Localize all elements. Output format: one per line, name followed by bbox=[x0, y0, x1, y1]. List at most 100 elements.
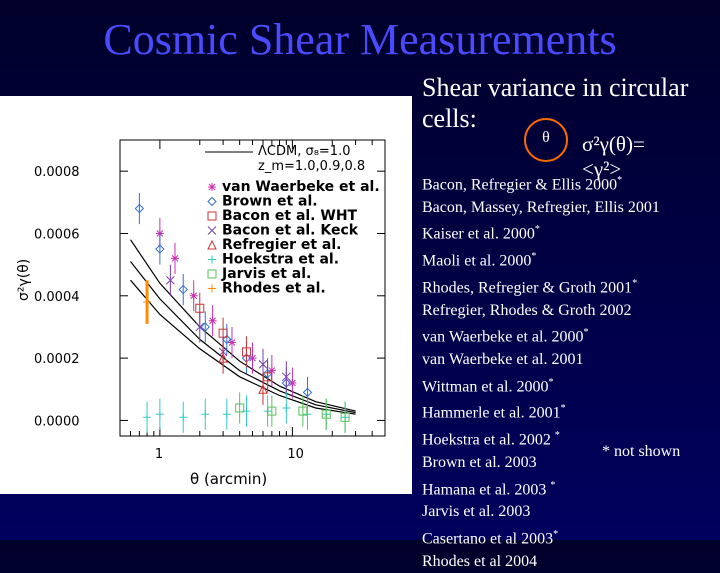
legend-entry: Bacon et al. Keck bbox=[222, 223, 359, 239]
reference-item: Maoli et al. 2000* bbox=[422, 246, 717, 273]
reference-star: * bbox=[548, 376, 554, 388]
reference-item: Rhodes et al 2004 bbox=[422, 551, 717, 573]
y-tick-label: 0.0000 bbox=[34, 414, 80, 429]
data-point bbox=[207, 226, 217, 235]
legend-entry: Brown et al. bbox=[222, 194, 318, 210]
data-point bbox=[263, 372, 273, 382]
data-point bbox=[155, 244, 165, 254]
data-point bbox=[134, 203, 145, 214]
data-point bbox=[200, 322, 210, 332]
data-point bbox=[248, 354, 257, 363]
legend-entry: Hoekstra et al. bbox=[222, 252, 339, 268]
reference-item: van Waerbeke et al. 2001 bbox=[422, 349, 717, 372]
reference-star: * bbox=[531, 251, 537, 263]
reference-item: Rhodes, Refregier & Groth 2001* bbox=[422, 273, 717, 300]
y-tick-label: 0.0002 bbox=[34, 352, 80, 367]
data-point bbox=[155, 410, 164, 419]
y-tick-label: 0.0006 bbox=[34, 227, 80, 242]
reference-text: Kaiser et al. 2000 bbox=[422, 225, 535, 243]
reference-star: * bbox=[632, 277, 638, 289]
data-point bbox=[222, 410, 231, 419]
reference-item: Kaiser et al. 2000* bbox=[422, 219, 717, 246]
data-point bbox=[195, 322, 205, 332]
legend-entry: van Waerbeke et al. bbox=[222, 179, 380, 195]
legend-entry: Jarvis et al. bbox=[221, 266, 311, 282]
reference-text: van Waerbeke et al. 2001 bbox=[422, 351, 584, 369]
reference-star: * bbox=[550, 479, 556, 491]
legend-entry: Rhodes et al. bbox=[222, 281, 326, 297]
data-point bbox=[208, 284, 216, 293]
data-point bbox=[303, 410, 312, 419]
reference-text: Wittman et al. 2000 bbox=[422, 377, 549, 395]
reference-item: van Waerbeke et al. 2000* bbox=[422, 322, 717, 349]
legend-entry: Refregier et al. bbox=[222, 237, 342, 253]
data-point bbox=[166, 275, 175, 285]
data-point bbox=[208, 316, 217, 325]
legend-entry: Bacon et al. WHT bbox=[222, 208, 358, 224]
reference-item: Wittman et al. 2000* bbox=[422, 372, 717, 399]
data-point bbox=[208, 183, 216, 191]
x-axis-label: θ (arcmin) bbox=[190, 470, 267, 488]
data-point bbox=[222, 334, 232, 345]
reference-text: Maoli et al. 2000 bbox=[422, 252, 532, 270]
chart-svg: 0.0000 0.0002 0.0004 0.0006 0.0008 1 10 θ (arcm… bbox=[16, 139, 386, 488]
y-tick-label: 0.0004 bbox=[34, 290, 80, 305]
reference-star: * bbox=[553, 528, 559, 540]
caption: Shear variance in circular cells: bbox=[422, 72, 712, 134]
reference-text: van Waerbeke et al. 2000 bbox=[422, 328, 584, 346]
slide-title: Cosmic Shear Measurements bbox=[103, 15, 617, 64]
reference-text: Bacon, Refregier & Ellis 2000 bbox=[422, 176, 618, 194]
data-point bbox=[201, 410, 210, 419]
reference-item: Hoekstra et al. 2002 * bbox=[422, 425, 717, 452]
data-point bbox=[207, 196, 217, 207]
x-tick-label: 10 bbox=[287, 447, 304, 462]
model-curve bbox=[130, 279, 356, 415]
data-point bbox=[207, 239, 217, 250]
data-point bbox=[267, 366, 276, 375]
data-point bbox=[235, 403, 245, 413]
reference-text: Rhodes, Refregier & Groth 2001 bbox=[422, 279, 633, 297]
theta-circle-icon: θ bbox=[524, 118, 568, 162]
reference-item: Jarvis et al. 2003 bbox=[422, 501, 717, 524]
data-point bbox=[207, 211, 217, 221]
data-point bbox=[189, 291, 198, 300]
data-point bbox=[208, 255, 216, 264]
reference-text: Casertano et al 2003 bbox=[422, 530, 554, 548]
data-point bbox=[227, 338, 236, 347]
data-point bbox=[218, 352, 228, 363]
data-point bbox=[288, 379, 297, 388]
reference-item: Hammerle et al. 2001* bbox=[422, 398, 717, 425]
data-point bbox=[340, 412, 350, 422]
reference-star: * bbox=[554, 430, 560, 442]
data-point bbox=[281, 372, 291, 382]
caption-line-2: cells: bbox=[422, 104, 477, 133]
reference-text: Refregier, Rhodes & Groth 2002 bbox=[422, 301, 632, 319]
reference-star: * bbox=[560, 403, 566, 415]
reference-text: Hammerle et al. 2001 bbox=[422, 404, 561, 422]
reference-item: Casertano et al 2003* bbox=[422, 524, 717, 551]
shear-variance-plot: 0.0000 0.0002 0.0004 0.0006 0.0008 1 10 θ (arcm… bbox=[0, 96, 412, 494]
model-curve bbox=[130, 261, 356, 414]
theta-symbol: θ bbox=[542, 129, 550, 146]
data-point bbox=[143, 298, 152, 307]
data-point bbox=[298, 406, 308, 416]
reference-star: * bbox=[583, 327, 589, 339]
reference-star: * bbox=[534, 224, 540, 236]
data-point bbox=[282, 403, 291, 412]
model-legend-line2: z_m=1.0,0.9,0.8 bbox=[258, 159, 365, 174]
variance-formula: σ²γ(θ)=<γ²> bbox=[582, 132, 645, 181]
reference-star: * bbox=[617, 175, 623, 186]
reference-item: Refregier, Rhodes & Groth 2002 bbox=[422, 300, 717, 323]
data-point bbox=[207, 269, 217, 279]
data-point bbox=[302, 387, 313, 398]
data-point bbox=[267, 406, 277, 416]
reference-text: Jarvis et al. 2003 bbox=[422, 503, 531, 521]
data-point bbox=[178, 284, 188, 295]
reference-item: Bacon, Refregier & Ellis 2000* bbox=[422, 170, 717, 197]
data-point bbox=[241, 347, 251, 357]
not-shown-note: * not shown bbox=[602, 443, 681, 460]
model-legend-line1: ΛCDM, σ₈=1.0 bbox=[258, 144, 350, 159]
reference-item: Bacon, Massey, Refregier, Ellis 2001 bbox=[422, 197, 717, 220]
reference-text: Hamana et al. 2003 bbox=[422, 480, 551, 498]
caption-line-1: Shear variance in circular bbox=[422, 73, 689, 102]
